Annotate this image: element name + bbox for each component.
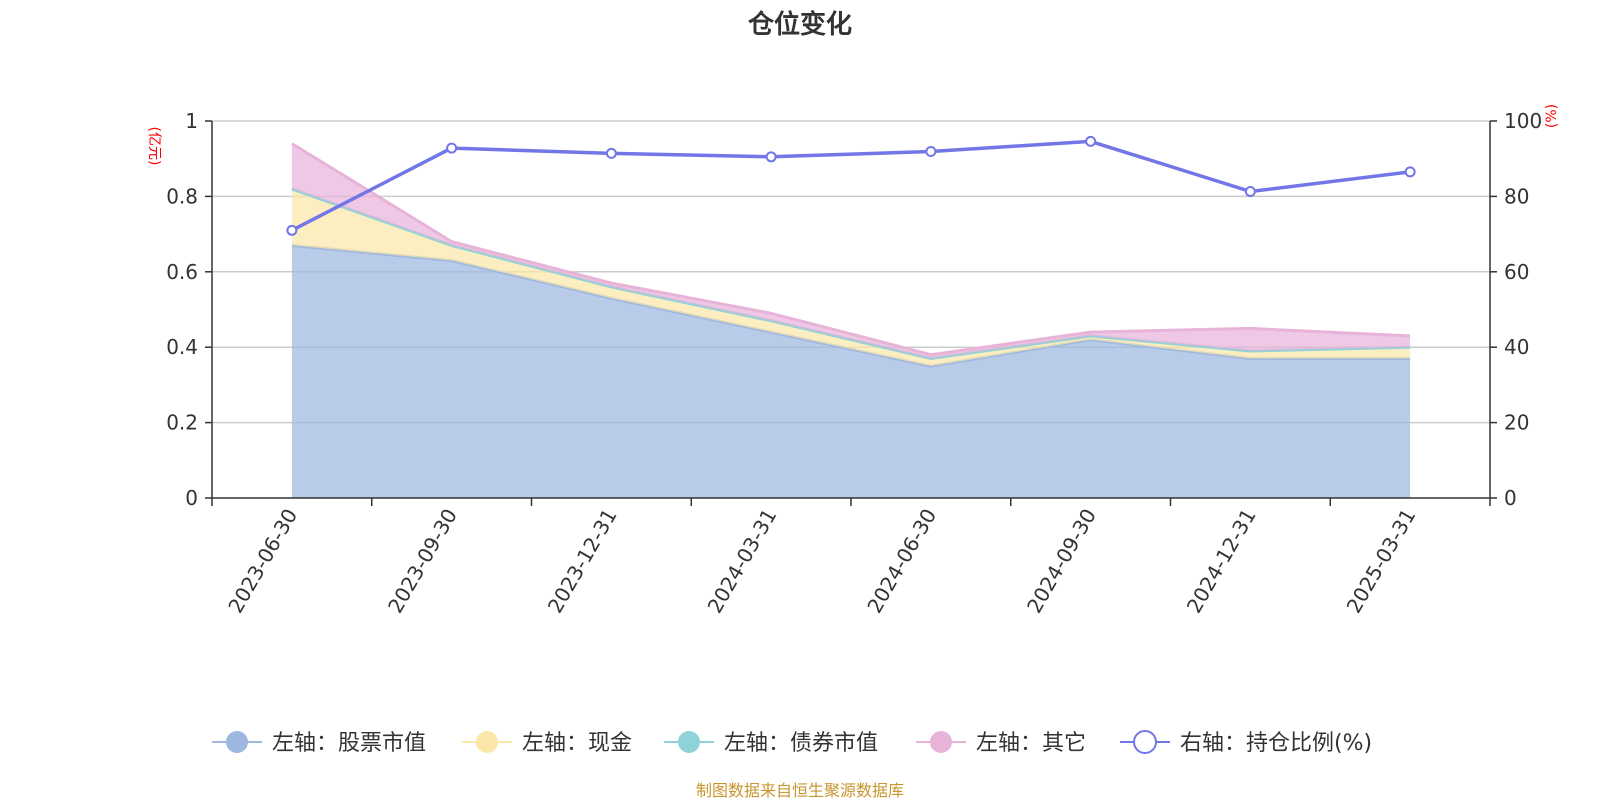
legend-label: 右轴：持仓比例(%) (1180, 731, 1372, 756)
legend-label: 左轴：现金 (522, 731, 632, 756)
ratio-point (605, 147, 617, 159)
legend-marker (476, 731, 498, 753)
ratio-point (1244, 185, 1256, 197)
source-note: 制图数据来自恒生聚源数据库 (696, 781, 904, 800)
ratio-point (446, 142, 458, 154)
legend-item: 左轴：股票市值 (212, 731, 426, 756)
ratio-point (765, 151, 777, 163)
x-axis-tick-label: 2023-06-30 (223, 505, 302, 618)
x-axis-tick-label: 2024-12-31 (1182, 505, 1261, 618)
legend: 左轴：股票市值 左轴：现金 左轴：债券市值 左轴：其它 右轴：持仓比例(%) (212, 730, 1372, 756)
x-axis-tick-label: 2025-03-31 (1342, 505, 1421, 618)
left-axis-tick-label: 0.4 (166, 335, 198, 359)
ratio-line-path (291, 139, 1411, 232)
ratio-point (1404, 166, 1416, 178)
chart-title: 仓位变化 (747, 9, 852, 40)
left-axis-tick-label: 0.6 (166, 260, 198, 284)
x-axis-tick-label: 2024-06-30 (862, 505, 941, 618)
legend-item: 右轴：持仓比例(%) (1120, 730, 1372, 756)
legend-item: 左轴：其它 (916, 731, 1086, 756)
left-axis-unit: (亿元) (146, 127, 162, 166)
legend-marker (226, 731, 248, 753)
x-axis-tick-label: 2023-12-31 (543, 505, 622, 618)
left-axis-tick-label: 0 (185, 486, 198, 510)
legend-marker (678, 731, 700, 753)
right-axis-tick-label: 60 (1504, 260, 1529, 284)
ratio-point (925, 146, 937, 158)
right-axis-tick-label: 0 (1504, 486, 1517, 510)
right-axis-tick-label: 80 (1504, 184, 1529, 208)
legend-label: 左轴：债券市值 (724, 731, 878, 756)
legend-item: 左轴：债券市值 (664, 731, 878, 756)
x-axis-tick-label: 2023-09-30 (383, 505, 462, 618)
stacked-areas (291, 142, 1411, 498)
legend-marker (1133, 730, 1157, 754)
ratio-point (286, 224, 298, 236)
right-axis-unit: (%) (1544, 104, 1560, 128)
right-axis-tick-label: 20 (1504, 411, 1529, 435)
right-axis-tick-label: 100 (1504, 109, 1542, 133)
left-axis-tick-label: 0.8 (166, 184, 198, 208)
right-axis-tick-label: 40 (1504, 335, 1529, 359)
x-axis-tick-label: 2024-09-30 (1022, 505, 1101, 618)
legend-label: 左轴：其它 (976, 731, 1086, 756)
legend-marker (930, 731, 952, 753)
area-top-line (291, 142, 1411, 357)
ratio-point (1085, 135, 1097, 147)
left-axis-tick-label: 1 (185, 109, 198, 133)
left-axis-tick-label: 0.2 (166, 411, 198, 435)
legend-label: 左轴：股票市值 (272, 731, 426, 756)
legend-item: 左轴：现金 (462, 731, 632, 756)
area-band (291, 245, 1411, 498)
x-axis-tick-label: 2024-03-31 (703, 505, 782, 618)
position-ratio-line (286, 135, 1416, 236)
area-band (291, 143, 1411, 359)
